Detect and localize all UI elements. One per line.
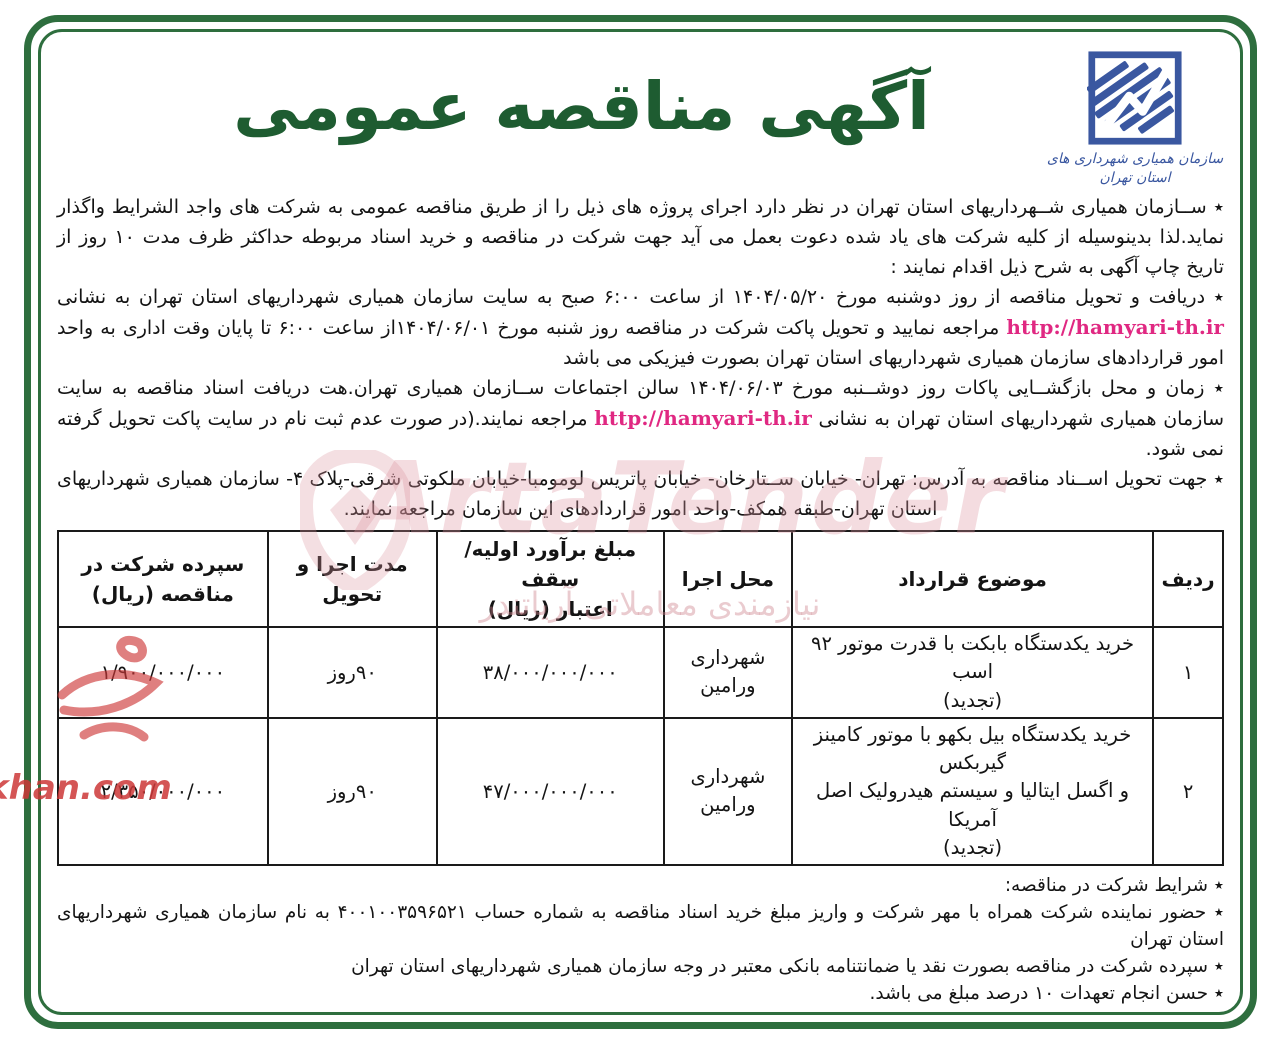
ad-inner-frame: سازمان همیاری شهرداری های استان تهران آگ… — [38, 29, 1243, 1015]
table-row: ۱ خرید یکدستگاه بابکت با قدرت موتور ۹۲ ا… — [57, 626, 1224, 719]
row1-estimate: ۳۸/۰۰۰/۰۰۰/۰۰۰ — [435, 626, 665, 719]
org-name-line1: سازمان همیاری شهرداری های — [1046, 151, 1224, 167]
row2-subject: خرید یکدستگاه بیل بکهو با موتور کامینز گ… — [790, 716, 1155, 867]
header-row-number: ردیف — [1152, 530, 1224, 628]
row2-number: ۲ — [1152, 716, 1224, 867]
page-title: آگهی مناقصه عمومی — [233, 68, 930, 145]
row2-deposit: ۲/۳۵۰/۰۰۰/۰۰۰ — [57, 716, 269, 867]
org-name: سازمان همیاری شهرداری های استان تهران — [1046, 150, 1224, 188]
intro-paragraph-4: ٭ جهت تحویل اســناد مناقصه به آدرس: تهرا… — [57, 468, 1224, 520]
row2-duration: ۹۰روز — [266, 716, 438, 867]
intro-paragraph-3-text-before: ٭ زمان و محل بازگشــایی پاکات روز دوشــن… — [57, 377, 1225, 430]
intro-paragraph-2: ٭ دریافت و تحویل مناقصه از روز دوشنبه مو… — [57, 282, 1224, 373]
header-estimate: مبلغ برآورد اولیه/سقف اعتبار (ریال) — [435, 530, 665, 628]
header-subject: موضوع قرارداد — [790, 530, 1155, 628]
intro-paragraph-2-text-after: مراجعه نمایید و تحویل پاکت شرکت در مناقص… — [57, 317, 1224, 369]
row1-deposit: ۱/۹۰۰/۰۰۰/۰۰۰ — [57, 626, 269, 719]
handshake-logo-icon — [1087, 51, 1182, 145]
hamyari-url-2: http://hamyari-th.ir — [594, 406, 812, 430]
hamyari-url-1: http://hamyari-th.ir — [1006, 315, 1224, 339]
condition-item: ٭ سپرده شرکت در مناقصه بصورت نقد یا ضمان… — [351, 956, 1224, 978]
org-logo-block: سازمان همیاری شهرداری های استان تهران — [1046, 42, 1224, 188]
row2-location: شهرداری ورامین — [662, 716, 793, 867]
row1-subject: خرید یکدستگاه بابکت با قدرت موتور ۹۲ اسب… — [790, 626, 1155, 719]
row1-number: ۱ — [1152, 626, 1224, 719]
table-header-row: ردیف موضوع قرارداد محل اجرا مبلغ برآورد … — [57, 530, 1224, 628]
intro-paragraph-3-text-after: مراجعه نمایند.(در صورت عدم ثبت نام در سا… — [57, 408, 1224, 460]
header-deposit: سپرده شرکت در مناقصه (ریال) — [57, 530, 269, 628]
intro-paragraph-3: ٭ زمان و محل بازگشــایی پاکات روز دوشــن… — [57, 373, 1224, 464]
table-row: ۲ خرید یکدستگاه بیل بکهو با موتور کامینز… — [57, 716, 1224, 867]
intro-section: ٭ ســازمان همیاری شــهرداریهای استان تهر… — [57, 192, 1224, 524]
row2-estimate: ۴۷/۰۰۰/۰۰۰/۰۰۰ — [435, 716, 665, 867]
intro-paragraph-1: ٭ ســازمان همیاری شــهرداریهای استان تهر… — [57, 196, 1224, 278]
ad-outer-frame: سازمان همیاری شهرداری های استان تهران آگ… — [24, 15, 1257, 1029]
org-name-line2: استان تهران — [1099, 169, 1171, 186]
condition-item: ٭ پیمانکار می بایست واجد شرایط مندرج در … — [57, 1007, 1224, 1012]
header-duration: مدت اجرا و تحویل — [266, 530, 438, 628]
row1-location: شهرداری ورامین — [662, 626, 793, 719]
condition-item: ٭ حضور نماینده شرکت همراه با مهر شرکت و … — [57, 902, 1224, 951]
condition-item: ٭ شرایط شرکت در مناقصه: — [1004, 875, 1224, 897]
conditions-section: ٭ شرایط شرکت در مناقصه: ٭ حضور نماینده ش… — [57, 872, 1225, 1012]
row1-duration: ۹۰روز — [266, 626, 438, 719]
header-location: محل اجرا — [662, 530, 793, 628]
tender-table: ردیف موضوع قرارداد محل اجرا مبلغ برآورد … — [57, 530, 1224, 867]
condition-item: ٭ حسن انجام تعهدات ۱۰ درصد مبلغ می باشد. — [869, 983, 1225, 1005]
ad-header: سازمان همیاری شهرداری های استان تهران آگ… — [57, 42, 1224, 192]
intro-paragraph-2-text-before: ٭ دریافت و تحویل مناقصه از روز دوشنبه مو… — [57, 286, 1225, 308]
